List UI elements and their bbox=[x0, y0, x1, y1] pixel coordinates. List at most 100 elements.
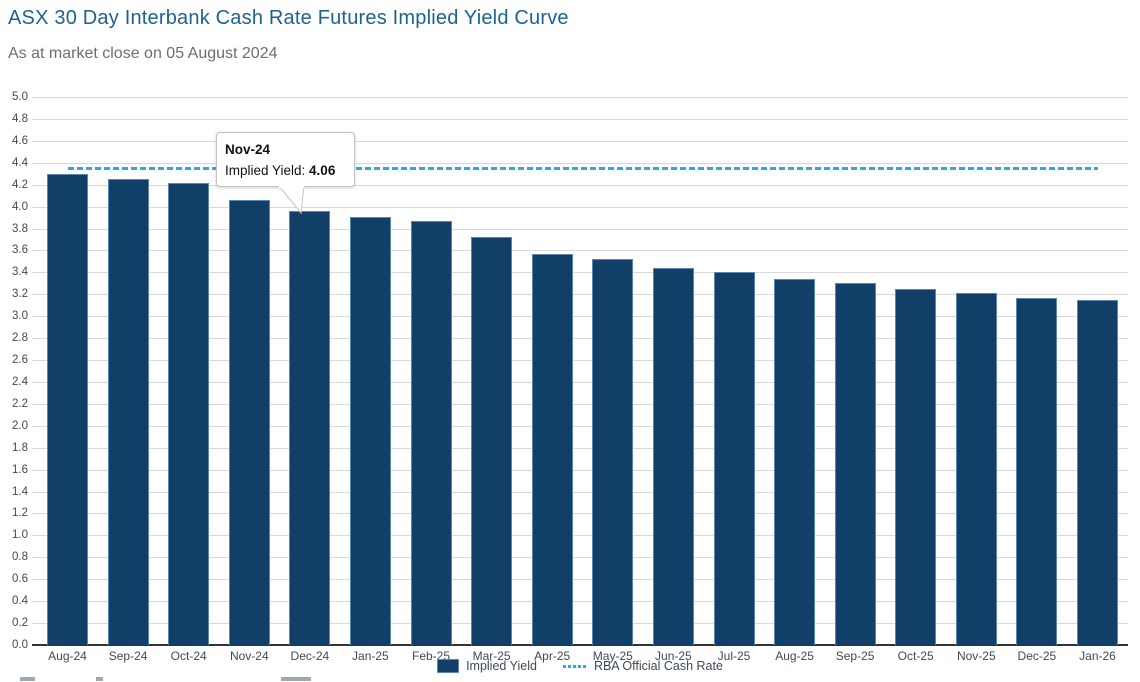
gridline bbox=[32, 535, 1128, 536]
y-axis-label: 0.0 bbox=[12, 639, 28, 651]
gridline bbox=[32, 448, 1128, 449]
x-axis-label-oct-25: Oct-25 bbox=[897, 649, 934, 663]
legend-label-rba: RBA Official Cash Rate bbox=[593, 659, 723, 673]
gridline bbox=[32, 163, 1128, 164]
bar-jul-25[interactable] bbox=[713, 272, 755, 645]
y-axis-label: 0.6 bbox=[12, 573, 28, 585]
y-axis-label: 2.0 bbox=[12, 420, 28, 432]
legend-label-implied-yield: Implied Yield bbox=[466, 659, 537, 673]
bar-mar-25[interactable] bbox=[471, 237, 513, 645]
gridline bbox=[32, 97, 1128, 98]
bar-nov-24[interactable] bbox=[228, 200, 270, 645]
gridline bbox=[32, 404, 1128, 405]
y-axis-label: 1.8 bbox=[12, 442, 28, 454]
gridline bbox=[32, 119, 1128, 120]
gridline bbox=[32, 557, 1128, 558]
gridline bbox=[32, 229, 1128, 230]
gridline bbox=[32, 316, 1128, 317]
legend-item-rba-official-cash-rate[interactable]: RBA Official Cash Rate bbox=[562, 659, 723, 673]
chart-subtitle: As at market close on 05 August 2024 bbox=[8, 45, 278, 62]
y-axis-label: 2.4 bbox=[12, 376, 28, 388]
x-axis-label-dec-25: Dec-25 bbox=[1017, 649, 1057, 663]
tooltip-value: 4.06 bbox=[309, 163, 336, 178]
y-axis-label: 4.6 bbox=[12, 135, 28, 147]
y-axis-label: 2.6 bbox=[12, 354, 28, 366]
y-axis-label: 4.4 bbox=[12, 157, 28, 169]
gridline bbox=[32, 185, 1128, 186]
bar-oct-25[interactable] bbox=[895, 288, 937, 645]
gridline bbox=[32, 250, 1128, 251]
x-axis-label-sep-25: Sep-25 bbox=[835, 649, 875, 663]
gridline bbox=[32, 426, 1128, 427]
tooltip-category: Nov-24 bbox=[225, 142, 271, 157]
gridline bbox=[32, 382, 1128, 383]
bar-feb-25[interactable] bbox=[410, 220, 452, 645]
y-axis-label: 1.4 bbox=[12, 486, 28, 498]
gridline bbox=[32, 492, 1128, 493]
x-axis-line bbox=[32, 644, 1128, 646]
y-axis-label: 4.8 bbox=[12, 113, 28, 125]
implied-yield-swatch-icon bbox=[437, 659, 460, 673]
bar-jan-25[interactable] bbox=[349, 216, 391, 645]
gridline bbox=[32, 207, 1128, 208]
legend-item-implied-yield[interactable]: Implied Yield bbox=[437, 659, 537, 673]
bar-aug-24[interactable] bbox=[47, 173, 88, 645]
gridline bbox=[32, 470, 1128, 471]
x-axis-label-aug-24: Aug-24 bbox=[48, 649, 87, 663]
bar-dec-25[interactable] bbox=[1016, 297, 1058, 645]
x-axis-label-mar-25: Mar-25 bbox=[472, 649, 511, 663]
y-axis-label: 0.4 bbox=[12, 595, 28, 607]
y-axis-label: 1.0 bbox=[12, 529, 28, 541]
x-axis-label-jun-25: Jun-25 bbox=[655, 649, 692, 663]
tooltip: Nov-24 Implied Yield: 4.06 bbox=[216, 132, 355, 187]
bar-nov-25[interactable] bbox=[955, 293, 997, 645]
gridline bbox=[32, 601, 1128, 602]
gridline bbox=[32, 272, 1128, 273]
gridline bbox=[32, 579, 1128, 580]
bar-dec-24[interactable] bbox=[289, 211, 331, 645]
y-axis-label: 3.2 bbox=[12, 288, 28, 300]
x-axis-label-jan-26: Jan-26 bbox=[1079, 649, 1116, 663]
y-axis-label: 4.2 bbox=[12, 179, 28, 191]
x-axis-label-may-25: May-25 bbox=[592, 649, 633, 663]
tooltip-label: Implied Yield: bbox=[225, 163, 310, 178]
bar-may-25[interactable] bbox=[592, 259, 634, 645]
bar-aug-25[interactable] bbox=[774, 278, 816, 645]
chart-legend: Implied Yield RBA Official Cash Rate bbox=[32, 659, 1128, 673]
gridline bbox=[32, 513, 1128, 514]
y-axis-label: 3.0 bbox=[12, 310, 28, 322]
y-axis-label: 1.2 bbox=[12, 507, 28, 519]
x-axis-label-oct-24: Oct-24 bbox=[170, 649, 207, 663]
bar-jan-26[interactable] bbox=[1077, 299, 1118, 645]
bar-jun-25[interactable] bbox=[652, 268, 694, 645]
x-axis-label-apr-25: Apr-25 bbox=[534, 649, 571, 663]
y-axis-label: 5.0 bbox=[12, 91, 28, 103]
x-axis-label-nov-24: Nov-24 bbox=[229, 649, 269, 663]
gridline bbox=[32, 623, 1128, 624]
bar-sep-24[interactable] bbox=[107, 179, 149, 645]
x-axis-label-aug-25: Aug-25 bbox=[775, 649, 814, 663]
y-axis-label: 4.0 bbox=[12, 201, 28, 213]
x-axis-label-jul-25: Jul-25 bbox=[717, 649, 751, 663]
bar-apr-25[interactable] bbox=[531, 253, 573, 645]
y-axis-label: 3.8 bbox=[12, 223, 28, 235]
y-axis-label: 3.4 bbox=[12, 266, 28, 278]
gridline bbox=[32, 338, 1128, 339]
rba-dashed-line-icon bbox=[562, 664, 587, 668]
chart-title: ASX 30 Day Interbank Cash Rate Futures I… bbox=[8, 7, 569, 29]
y-axis-label: 2.8 bbox=[12, 332, 28, 344]
y-axis-label: 2.2 bbox=[12, 398, 28, 410]
rba-official-cash-rate-line bbox=[67, 167, 1098, 170]
y-axis-label: 0.2 bbox=[12, 617, 28, 629]
bar-oct-24[interactable] bbox=[168, 182, 210, 645]
tooltip-pointer-icon bbox=[278, 186, 305, 215]
x-axis-label-nov-25: Nov-25 bbox=[956, 649, 996, 663]
x-axis-label-sep-24: Sep-24 bbox=[108, 649, 148, 663]
tooltip-value-line: Implied Yield: 4.06 bbox=[225, 160, 346, 181]
gridline bbox=[32, 294, 1128, 295]
y-axis-label: 3.6 bbox=[12, 244, 28, 256]
x-axis-label-dec-24: Dec-24 bbox=[290, 649, 330, 663]
bar-sep-25[interactable] bbox=[834, 283, 876, 645]
y-axis-label: 1.6 bbox=[12, 464, 28, 476]
